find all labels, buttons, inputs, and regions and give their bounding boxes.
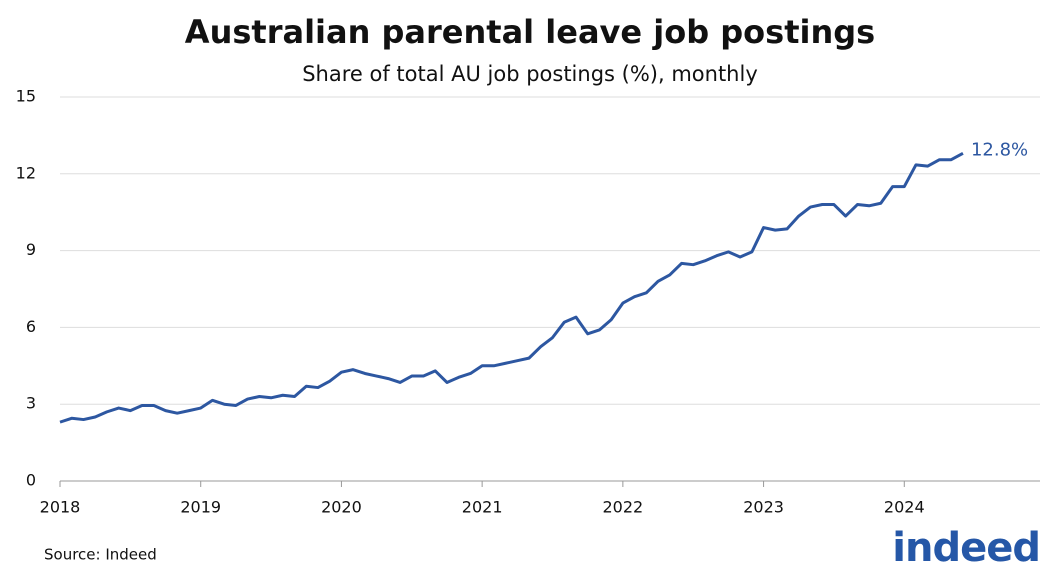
x-tick-label: 2024	[884, 498, 925, 517]
logo: indeed	[892, 525, 1040, 571]
data-line	[59, 152, 964, 424]
chart-subtitle: Share of total AU job postings (%), mont…	[302, 62, 758, 86]
y-tick-label: 15	[16, 87, 36, 106]
y-tick-label: 9	[26, 240, 36, 259]
value-label: 12.8%	[971, 139, 1028, 160]
y-tick-label: 3	[26, 394, 36, 413]
x-tick-label: 2022	[602, 498, 643, 517]
y-tick-label: 12	[16, 163, 36, 182]
x-tick-label: 2018	[40, 498, 81, 517]
x-tick-label: 2023	[743, 498, 784, 517]
x-tick-label: 2019	[180, 498, 221, 517]
chart-title: Australian parental leave job postings	[185, 13, 875, 51]
x-tick-label: 2020	[321, 498, 362, 517]
source-note: Source: Indeed	[44, 546, 157, 564]
x-tick-label: 2021	[462, 498, 503, 517]
y-tick-label: 6	[26, 317, 36, 336]
y-tick-label: 0	[26, 471, 36, 490]
